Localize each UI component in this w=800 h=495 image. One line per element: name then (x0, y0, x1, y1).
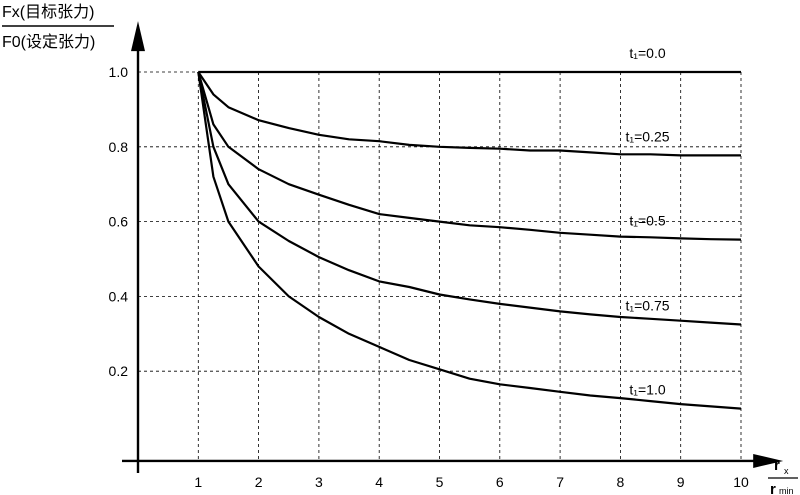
x-label-numerator: r (774, 457, 780, 474)
y-axis-arrow (131, 21, 145, 52)
x-tick-label: 1 (194, 474, 202, 490)
series-label: t₁=0.75 (626, 297, 670, 313)
series-line-2 (197, 71, 741, 157)
series-line-5 (197, 71, 742, 410)
y-tick-label: 0.4 (109, 288, 129, 304)
axis-labels: 1 2 3 4 5 6 7 8 9 10 0.2 0.4 0.6 0.8 1.0 t₁=0.0 t₁=0.25 t… (2, 3, 798, 495)
y-tick-label: 0.8 (109, 139, 129, 155)
x-tick-label: 2 (255, 474, 263, 490)
x-tick-label: 5 (436, 474, 444, 490)
y-tick-label: 0.6 (109, 214, 129, 230)
series (197, 70, 742, 410)
x-tick-label: 6 (496, 474, 504, 490)
x-label-denominator: r (770, 481, 776, 495)
y-label-denominator: F0(设定张力) (2, 33, 95, 51)
series-label: t₁=1.0 (629, 382, 665, 398)
x-tick-label: 3 (315, 474, 323, 490)
series-line-4 (197, 71, 742, 326)
x-tick-label: 10 (733, 474, 749, 490)
x-label-numerator-subscript: x (784, 466, 789, 476)
x-tick-label: 7 (556, 474, 564, 490)
y-label-numerator: Fx(目标张力) (2, 3, 94, 21)
y-tick-label: 1.0 (109, 64, 129, 80)
y-tick-label: 0.2 (109, 363, 129, 379)
axes (122, 21, 784, 473)
x-tick-label: 8 (617, 474, 625, 490)
x-tick-label: 4 (375, 474, 383, 490)
series-label: t₁=0.5 (629, 213, 665, 229)
series-line-3 (197, 71, 742, 241)
x-tick-label: 9 (677, 474, 685, 490)
series-label: t₁=0.0 (629, 45, 665, 61)
x-label-denominator-subscript: min (779, 486, 794, 495)
x-axis-arrow (753, 453, 784, 468)
series-label: t₁=0.25 (626, 128, 670, 144)
